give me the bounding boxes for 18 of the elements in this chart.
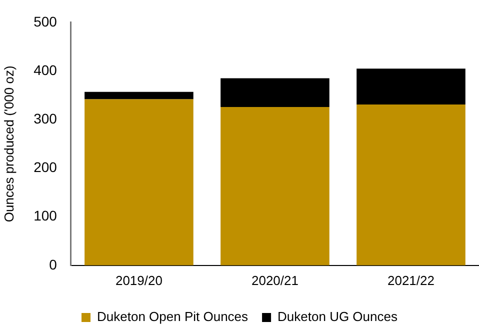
bar <box>220 78 330 107</box>
bar <box>84 99 194 266</box>
y-tick-label: 100 <box>34 208 58 224</box>
bar <box>356 104 466 266</box>
bar <box>220 106 330 266</box>
y-tick-label: 200 <box>34 159 58 176</box>
bar <box>356 68 466 105</box>
legend-label: Duketon UG Ounces <box>278 309 398 324</box>
legend-label: Duketon Open Pit Ounces <box>97 309 249 324</box>
y-tick-label: 0 <box>49 256 58 272</box>
y-tick-label: 500 <box>34 13 58 30</box>
x-tick-label: 2020/21 <box>251 272 298 288</box>
y-tick-label: 400 <box>34 62 58 78</box>
x-tick-label: 2021/22 <box>387 272 434 288</box>
bar <box>84 92 194 100</box>
y-tick-label: 300 <box>34 110 58 126</box>
x-tick-label: 2019/20 <box>115 272 162 288</box>
y-axis-title: Ounces produced ('000 oz) <box>1 66 16 222</box>
